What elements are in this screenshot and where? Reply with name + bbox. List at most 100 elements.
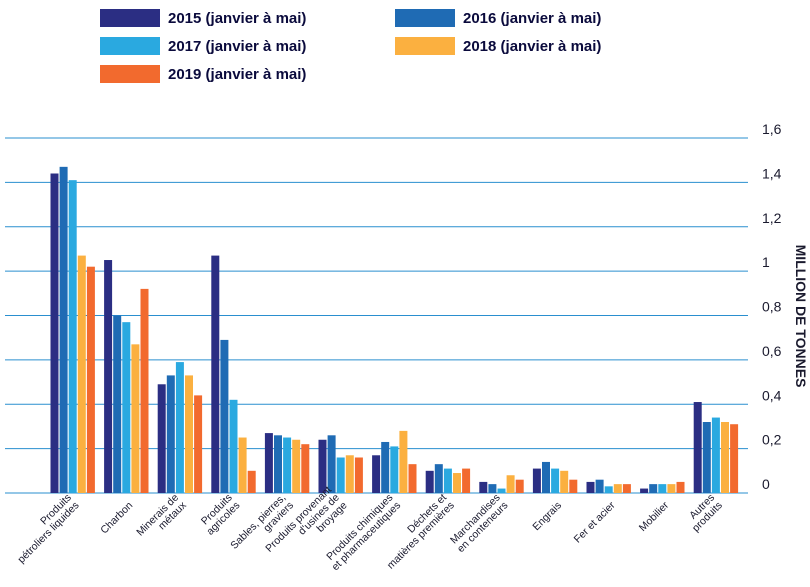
y-tick-label: 1 <box>762 254 770 270</box>
bar <box>211 255 220 493</box>
y-tick-label: 1,4 <box>762 165 782 181</box>
bar <box>264 433 273 493</box>
bar <box>586 481 595 493</box>
bar <box>595 479 604 493</box>
bar <box>613 484 622 494</box>
bar <box>229 399 238 493</box>
legend-swatch-2016 <box>395 9 455 27</box>
legend-label-2018: 2018 (janvier à mai) <box>463 37 602 55</box>
bar <box>283 437 292 493</box>
bar <box>462 468 471 493</box>
bar <box>399 430 408 494</box>
legend-item-2019: 2019 (janvier à mai) <box>100 65 306 83</box>
bar <box>122 322 131 493</box>
bar <box>140 288 149 494</box>
bar <box>274 435 282 493</box>
legend-label-2015: 2015 (janvier à mai) <box>168 9 307 27</box>
legend-label-2019: 2019 (janvier à mai) <box>168 65 307 83</box>
legend-item-2017: 2017 (janvier à mai) <box>100 37 306 55</box>
bar <box>622 484 631 494</box>
bar <box>658 484 667 494</box>
bar <box>292 439 301 493</box>
legend-item-2016: 2016 (janvier à mai) <box>395 9 601 27</box>
bar <box>390 446 399 493</box>
bar <box>86 266 95 493</box>
bar <box>506 475 515 493</box>
bar <box>711 417 720 493</box>
bar <box>649 484 658 494</box>
bar <box>702 422 711 493</box>
bar <box>425 470 434 493</box>
y-tick-label: 0 <box>762 476 770 492</box>
bar <box>542 461 550 493</box>
bar <box>569 479 578 493</box>
legend-swatch-2019 <box>100 65 160 83</box>
bar <box>194 395 203 494</box>
y-tick-label: 0,8 <box>762 299 782 315</box>
bar <box>372 455 381 493</box>
y-tick-label: 0,4 <box>762 387 782 403</box>
bar <box>185 375 193 493</box>
legend-label-2017: 2017 (janvier à mai) <box>168 37 307 55</box>
bar <box>551 468 560 493</box>
y-tick-label: 0,6 <box>762 343 782 359</box>
bar <box>354 457 363 493</box>
x-tick-label: Autresproduits <box>682 492 725 535</box>
bar <box>238 437 247 493</box>
bar <box>318 439 327 493</box>
bar <box>693 402 702 493</box>
bar <box>408 464 417 493</box>
y-tick-label: 1,2 <box>762 210 782 226</box>
legend-swatch-2018 <box>395 37 455 55</box>
x-tick-label: Mobilier <box>637 499 672 534</box>
bar <box>667 484 676 494</box>
bar <box>113 315 122 493</box>
bar <box>730 424 739 493</box>
x-tick-label: Produitspétroliers liquides <box>8 492 82 566</box>
y-tick-label: 1,6 <box>762 121 782 137</box>
bars <box>50 166 739 494</box>
bar <box>77 255 86 493</box>
y-tick-label: 0,2 <box>762 432 782 448</box>
bar <box>301 444 310 493</box>
bar <box>497 488 506 493</box>
y-axis-label: MILLION DE TONNES <box>793 245 809 388</box>
bar <box>104 260 113 493</box>
bar <box>50 173 59 493</box>
bar <box>220 339 229 493</box>
bar <box>381 441 390 493</box>
bar <box>453 473 461 493</box>
bar <box>157 384 166 493</box>
bar <box>676 481 685 493</box>
bar <box>345 455 354 493</box>
x-tick-label: Charbon <box>98 499 135 536</box>
bar <box>336 457 345 493</box>
x-category-labels: Produitspétroliers liquides CharbonMinera… <box>8 484 725 573</box>
bar <box>327 435 336 493</box>
legend-item-2015: 2015 (janvier à mai) <box>100 9 306 27</box>
bar <box>640 488 649 493</box>
bar <box>560 470 569 493</box>
bar <box>488 484 497 494</box>
x-tick-label: Marchandisesen conteneurs <box>447 492 510 555</box>
x-tick-label: Engrais <box>530 499 564 533</box>
bar <box>532 468 541 493</box>
y-tick-labels: 0 0,2 0,4 0,6 0,8 1 1,2 1,4 1,6 <box>762 121 782 492</box>
bar <box>59 166 68 493</box>
x-tick-label: Produitsagricoles <box>196 492 242 538</box>
legend-swatch-2017 <box>100 37 160 55</box>
bar <box>479 481 488 493</box>
bar <box>131 344 140 493</box>
legend-swatch-2015 <box>100 9 160 27</box>
bar <box>68 180 77 493</box>
bar <box>443 468 452 493</box>
x-tick-label: Minerais demétaux <box>134 491 189 546</box>
bar <box>175 362 184 493</box>
bar <box>515 479 524 493</box>
legend-item-2018: 2018 (janvier à mai) <box>395 37 601 55</box>
bar <box>247 470 256 493</box>
x-tick-label: Fer et acier <box>572 499 618 545</box>
bar <box>604 486 613 493</box>
legend-label-2016: 2016 (janvier à mai) <box>463 9 602 27</box>
